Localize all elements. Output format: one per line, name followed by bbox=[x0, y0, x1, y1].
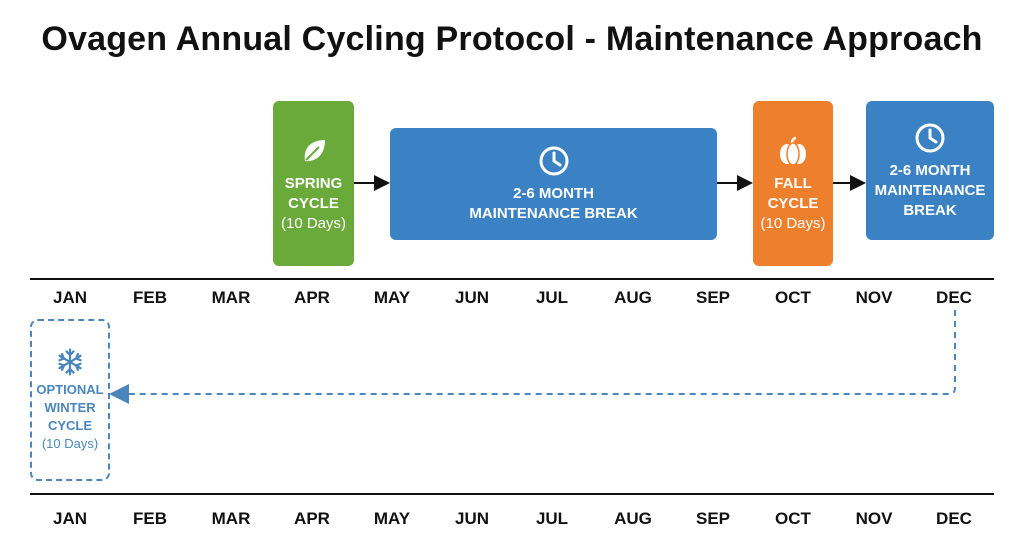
pumpkin-icon bbox=[780, 136, 806, 166]
spring-label-2: CYCLE bbox=[288, 194, 339, 212]
break2-label-2: MAINTENANCE bbox=[874, 181, 986, 199]
month-label: JAN bbox=[52, 509, 87, 528]
month-label: AUG bbox=[614, 288, 652, 307]
spring-duration: (10 Days) bbox=[280, 214, 347, 232]
month-label: APR bbox=[294, 509, 330, 528]
month-label: AUG bbox=[614, 509, 652, 528]
month-label: JUN bbox=[454, 288, 489, 307]
maintenance-break-box-2: 2-6 MONTH MAINTENANCE BREAK bbox=[866, 101, 994, 240]
leaf-icon bbox=[304, 139, 325, 161]
month-label: FEB bbox=[133, 509, 167, 528]
month-label: MAY bbox=[373, 288, 411, 307]
fall-cycle-box: FALL CYCLE (10 Days) bbox=[753, 101, 833, 266]
month-label: MAR bbox=[211, 288, 251, 307]
winter-label-2: WINTER bbox=[44, 400, 96, 415]
month-label: MAR bbox=[211, 509, 251, 528]
month-label: NOV bbox=[855, 288, 893, 307]
spring-cycle-box: SPRING CYCLE (10 Days) bbox=[273, 101, 354, 266]
clock-icon bbox=[539, 146, 568, 176]
winter-label-3: CYCLE bbox=[47, 418, 93, 433]
month-label: DEC bbox=[936, 509, 972, 528]
month-label: DEC bbox=[936, 288, 972, 307]
month-label: JAN bbox=[52, 288, 87, 307]
fall-label-2: CYCLE bbox=[767, 194, 819, 212]
maintenance-break-box-1: 2-6 MONTH MAINTENANCE BREAK bbox=[390, 128, 717, 240]
month-label: JUN bbox=[454, 509, 489, 528]
timeline-top-line bbox=[30, 278, 994, 280]
fall-duration: (10 Days) bbox=[760, 214, 826, 232]
month-label: JUL bbox=[535, 509, 569, 528]
break1-label-2: MAINTENANCE BREAK bbox=[469, 205, 638, 222]
dashed-return-path bbox=[109, 310, 956, 404]
fall-label-1: FALL bbox=[774, 174, 812, 192]
month-label: SEP bbox=[695, 509, 731, 528]
month-label: SEP bbox=[695, 288, 731, 307]
month-label: OCT bbox=[775, 509, 811, 528]
break2-label-3: BREAK bbox=[903, 201, 957, 219]
spring-label-1: SPRING bbox=[284, 174, 343, 192]
diagram-title: Ovagen Annual Cycling Protocol - Mainten… bbox=[41, 20, 983, 58]
break1-label-1: 2-6 MONTH bbox=[513, 185, 594, 202]
month-label: MAY bbox=[373, 509, 411, 528]
month-label: FEB bbox=[133, 288, 167, 307]
clock-icon bbox=[915, 123, 945, 152]
winter-label-1: OPTIONAL bbox=[36, 382, 104, 397]
optional-winter-cycle-box: OPTIONAL WINTER CYCLE (10 Days) bbox=[30, 319, 110, 481]
timeline-bottom-line bbox=[30, 493, 994, 495]
month-label: OCT bbox=[775, 288, 811, 307]
month-label: NOV bbox=[855, 509, 893, 528]
winter-duration: (10 Days) bbox=[41, 436, 99, 451]
break2-label-1: 2-6 MONTH bbox=[889, 161, 971, 179]
snowflake-icon bbox=[58, 348, 82, 376]
month-label: JUL bbox=[535, 288, 569, 307]
month-label: APR bbox=[294, 288, 330, 307]
